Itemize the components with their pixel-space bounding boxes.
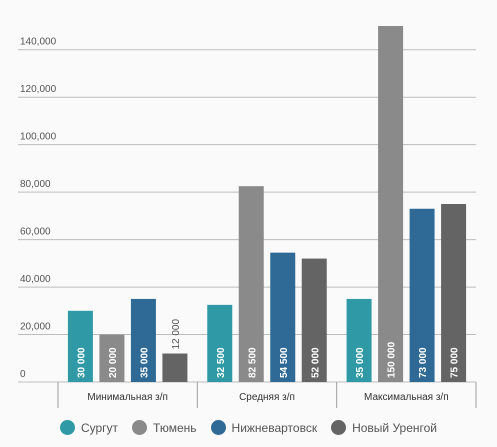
- bar: [207, 304, 233, 382]
- bar-value-label: 75 000: [450, 347, 461, 378]
- category-label: Максимальная з/п: [364, 392, 449, 403]
- bar: [130, 298, 156, 382]
- legend-item-surgut: Сургут: [59, 420, 119, 435]
- legend-label-surgut: Сургут: [80, 420, 119, 435]
- legend-item-tyumen: Тюмень: [132, 420, 197, 435]
- legend-swatch-surgut: [59, 420, 75, 435]
- bar: [270, 252, 296, 382]
- legend-item-nizhnevartovsk: Нижневартовск: [210, 420, 318, 435]
- legend-label-novy-urengoy: Новый Уренгой: [352, 420, 438, 435]
- y-tick-label: 0: [20, 369, 26, 380]
- category-label: Минимальная з/п: [87, 392, 168, 403]
- bar-value-label: 52 000: [310, 347, 321, 378]
- y-tick-label: 120,000: [20, 84, 57, 95]
- bar-value-label: 82 500: [247, 347, 258, 378]
- y-tick-label: 100,000: [20, 132, 57, 143]
- y-tick-label: 20,000: [20, 322, 51, 333]
- bar: [162, 353, 188, 382]
- chart-legend: Сургут Тюмень Нижневартовск Новый Уренго…: [0, 420, 497, 435]
- bar-value-label: 30 000: [76, 347, 87, 378]
- bar-value-label: 12 000: [171, 318, 182, 349]
- legend-item-novy-urengoy: Новый Уренгой: [331, 420, 437, 435]
- bar: [238, 186, 264, 382]
- bar-value-label: 35 000: [139, 347, 150, 378]
- bar: [99, 334, 125, 382]
- bar: [409, 208, 435, 382]
- legend-swatch-nizhnevartovsk: [210, 420, 226, 435]
- y-tick-label: 140,000: [20, 37, 57, 48]
- bar: [301, 258, 327, 382]
- legend-label-nizhnevartovsk: Нижневартовск: [231, 420, 318, 435]
- legend-label-tyumen: Тюмень: [153, 420, 197, 435]
- legend-swatch-tyumen: [132, 420, 148, 435]
- bar-value-label: 54 500: [279, 347, 290, 378]
- bar: [67, 310, 93, 382]
- y-tick-label: 80,000: [20, 179, 51, 190]
- bar-value-label: 32 500: [216, 347, 227, 378]
- bar-value-label: 150 000: [387, 341, 398, 378]
- bar: [441, 204, 467, 382]
- y-tick-label: 60,000: [20, 227, 51, 238]
- y-tick-label: 40,000: [20, 274, 51, 285]
- bar-value-label: 73 000: [418, 347, 429, 378]
- category-label: Средняя з/п: [239, 392, 295, 403]
- bar: [378, 26, 404, 382]
- bar: [346, 298, 372, 382]
- bar-value-label: 20 000: [108, 347, 119, 378]
- bar-value-label: 35 000: [355, 347, 366, 378]
- legend-swatch-novy-urengoy: [331, 420, 347, 435]
